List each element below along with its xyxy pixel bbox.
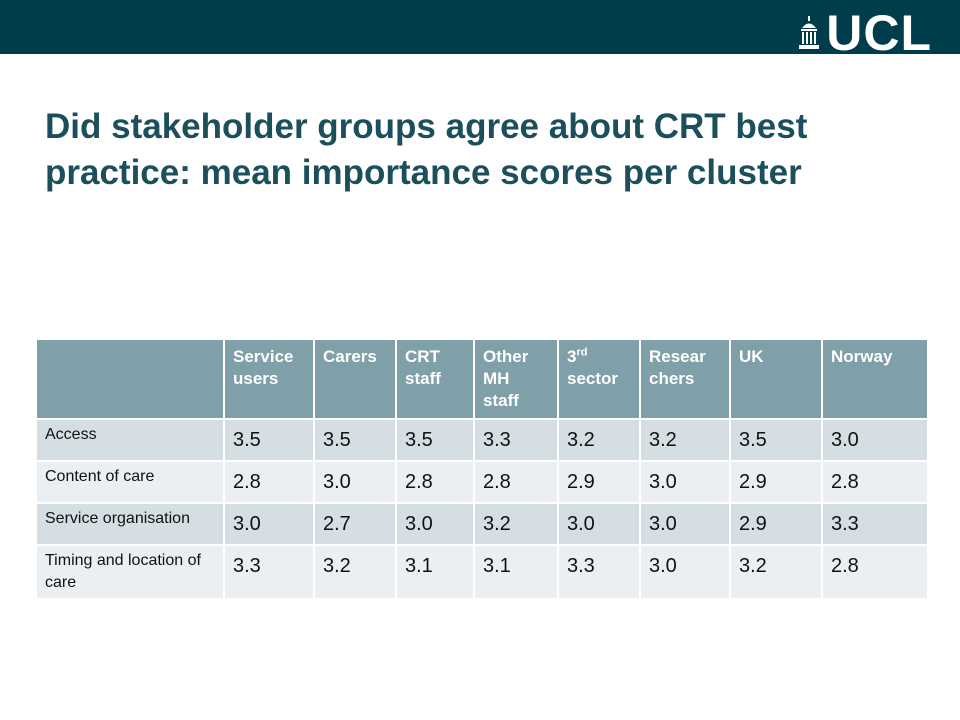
table-cell: 3.5: [729, 418, 823, 462]
table-cell: 2.8: [821, 460, 929, 504]
table-cell: 3.0: [639, 502, 731, 546]
col-header-carers: Carers: [313, 338, 397, 420]
row-label: Timing and location of care: [35, 544, 225, 600]
table-cell: 2.7: [313, 502, 397, 546]
table-cell: 3.0: [639, 544, 731, 600]
table-cell: 3.1: [473, 544, 559, 600]
table-row: Content of care 2.8 3.0 2.8 2.8 2.9 3.0 …: [35, 460, 929, 504]
table-cell: 3.0: [557, 502, 641, 546]
scores-table: Service users Carers CRT staff Other MH …: [35, 338, 929, 600]
table-cell: 3.0: [639, 460, 731, 504]
table-cell: 2.8: [223, 460, 315, 504]
table-cell: 3.2: [729, 544, 823, 600]
col-header-researchers: Resear chers: [639, 338, 731, 420]
table-cell: 3.5: [395, 418, 475, 462]
col-header-other-mh-staff: Other MH staff: [473, 338, 559, 420]
table-cell: 2.8: [395, 460, 475, 504]
table-cell: 3.3: [557, 544, 641, 600]
col-header-3rd-sector: 3rd sector: [557, 338, 641, 420]
row-label: Service organisation: [35, 502, 225, 546]
row-label: Access: [35, 418, 225, 462]
table-cell: 2.9: [729, 460, 823, 504]
table-cell: 2.8: [821, 544, 929, 600]
table-cell: 3.5: [313, 418, 397, 462]
corner-cell: [35, 338, 225, 420]
table-cell: 3.2: [313, 544, 397, 600]
header-row: Service users Carers CRT staff Other MH …: [35, 338, 929, 420]
table-cell: 3.2: [473, 502, 559, 546]
slide-title: Did stakeholder groups agree about CRT b…: [45, 107, 808, 192]
ucl-logo: UCL: [798, 5, 932, 61]
col-header-3rd-rest: sector: [567, 369, 619, 388]
table-cell: 3.0: [223, 502, 315, 546]
col-header-crt-staff: CRT staff: [395, 338, 475, 420]
table-cell: 3.2: [557, 418, 641, 462]
table-row: Timing and location of care 3.3 3.2 3.1 …: [35, 544, 929, 600]
table-cell: 3.5: [223, 418, 315, 462]
table-cell: 3.2: [639, 418, 731, 462]
logo-text: UCL: [826, 5, 932, 61]
col-header-service-users: Service users: [223, 338, 315, 420]
table-cell: 3.3: [223, 544, 315, 600]
col-header-uk: UK: [729, 338, 823, 420]
table-cell: 3.3: [473, 418, 559, 462]
table-cell: 2.9: [729, 502, 823, 546]
table-cell: 3.3: [821, 502, 929, 546]
table-row: Access 3.5 3.5 3.5 3.3 3.2 3.2 3.5 3.0: [35, 418, 929, 462]
row-label: Content of care: [35, 460, 225, 504]
table-cell: 3.1: [395, 544, 475, 600]
col-header-3rd-sup: rd: [576, 346, 588, 359]
col-header-norway: Norway: [821, 338, 929, 420]
table-cell: 3.0: [313, 460, 397, 504]
header-bar: UCL: [0, 0, 960, 61]
table-cell: 2.8: [473, 460, 559, 504]
table-cell: 3.0: [395, 502, 475, 546]
col-header-3rd-number: 3: [567, 347, 577, 366]
table-cell: 2.9: [557, 460, 641, 504]
table-cell: 3.0: [821, 418, 929, 462]
portico-icon: [799, 16, 820, 49]
table-row: Service organisation 3.0 2.7 3.0 3.2 3.0…: [35, 502, 929, 546]
